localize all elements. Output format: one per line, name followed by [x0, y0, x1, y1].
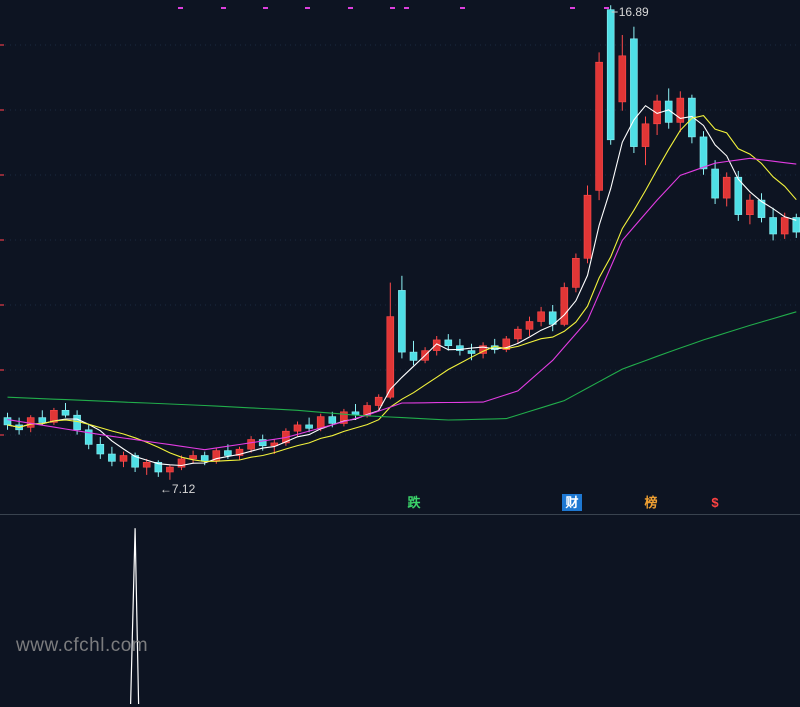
toolbar-item-die[interactable]: 跌: [407, 495, 421, 510]
toolbar-item-bang[interactable]: 榜: [644, 495, 658, 510]
signal-subchart: [130, 528, 140, 705]
signal-spike: [130, 528, 140, 705]
ma-line-ma10: [7, 114, 797, 463]
ma-line-ma20: [7, 157, 797, 451]
toolbar-item-dollar[interactable]: $: [711, 495, 719, 510]
candles-group: [3, 5, 800, 480]
top-markers: [178, 7, 609, 9]
ma-line-ma60: [7, 311, 797, 421]
ma-lines: [7, 104, 797, 467]
toolbar-item-cai[interactable]: 财: [562, 494, 582, 511]
ma-line-ma5: [7, 104, 797, 467]
